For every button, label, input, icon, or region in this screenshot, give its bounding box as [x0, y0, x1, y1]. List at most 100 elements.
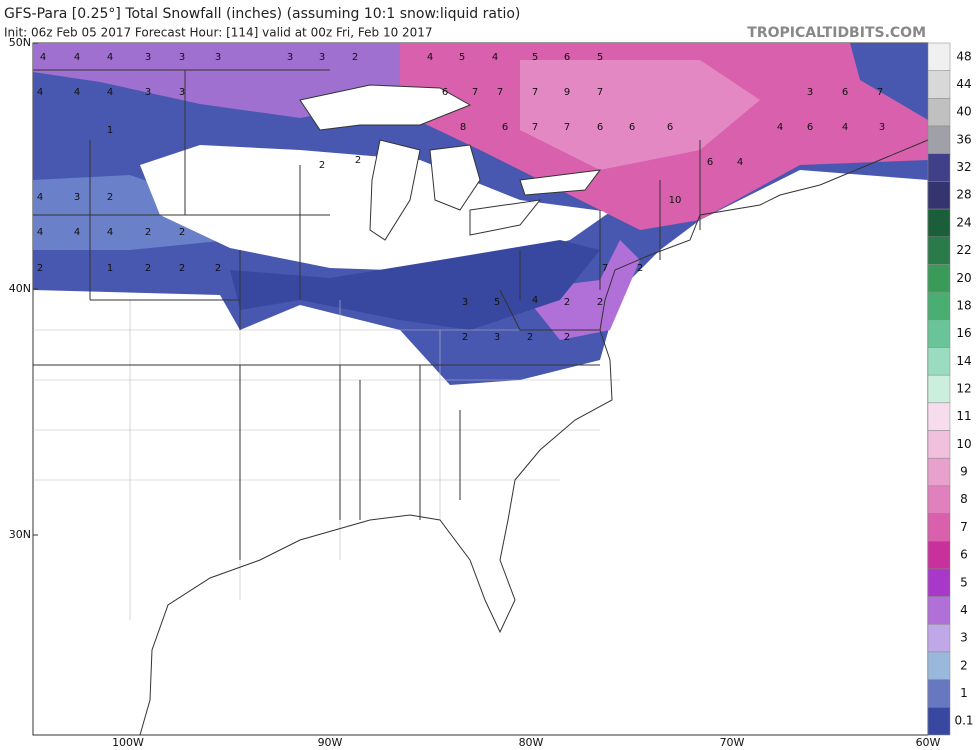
colorbar-box [927, 485, 951, 514]
colorbar-label: 24 [956, 215, 971, 229]
snow-label: 3 [494, 332, 500, 343]
lat-label: 40N [9, 282, 31, 295]
colorbar-box [927, 236, 951, 265]
colorbar-label: 1 [960, 686, 968, 700]
colorbar-label: 22 [956, 243, 971, 257]
snow-label: 2 [145, 263, 151, 274]
colorbar-box [927, 596, 951, 625]
snow-label: 2 [145, 227, 151, 238]
snow-label: 4 [427, 52, 433, 63]
snow-label: 6 [442, 87, 448, 98]
colorbar-box [927, 513, 951, 542]
colorbar-label: 4 [960, 603, 968, 617]
snow-label: 2 [637, 263, 643, 274]
colorbar-label: 28 [956, 188, 971, 202]
snow-label: 2 [179, 227, 185, 238]
snow-label: 2 [179, 263, 185, 274]
snow-label: 5 [597, 52, 603, 63]
snow-label: 6 [842, 87, 848, 98]
snow-label: 1 [107, 125, 113, 136]
title: GFS-Para [0.25°] Total Snowfall (inches)… [4, 6, 520, 22]
colorbar-label: 18 [956, 298, 971, 312]
colorbar-box [927, 42, 951, 71]
snow-label: 2 [597, 297, 603, 308]
colorbar-box [927, 402, 951, 431]
colorbar-label: 16 [956, 326, 971, 340]
colorbar-box [927, 181, 951, 210]
colorbar-box [927, 651, 951, 680]
snow-label: 7 [532, 87, 538, 98]
snow-label: 4 [107, 87, 113, 98]
colorbar-label: 2 [960, 658, 968, 672]
lat-label: 30N [9, 528, 31, 541]
colorbar-label: 9 [960, 465, 968, 479]
axes: 50N 40N 30N 100W 90W 80W 70W 60W [9, 36, 941, 749]
colorbar-box [927, 624, 951, 653]
snow-label: 6 [667, 122, 673, 133]
snow-label: 2 [107, 192, 113, 203]
snow-label: 4 [737, 157, 743, 168]
colorbar-box [927, 679, 951, 708]
lon-label: 100W [112, 736, 144, 749]
subtitle: Init: 06z Feb 05 2017 Forecast Hour: [11… [4, 26, 433, 40]
snow-label: 2 [37, 263, 43, 274]
colorbar-label: 14 [956, 354, 971, 368]
snow-label: 4 [842, 122, 848, 133]
colorbar-label: 44 [956, 77, 971, 91]
colorbar-label: 5 [960, 575, 968, 589]
colorbar-label: 48 [956, 49, 971, 63]
snow-label: 2 [352, 52, 358, 63]
snow-label: 6 [629, 122, 635, 133]
snow-label: 3 [462, 297, 468, 308]
colorbar-box [927, 98, 951, 127]
map: 4 4 4 3 3 3 3 3 2 4 5 4 5 6 5 4 4 4 3 3 6 7 7 7 9 7 1 2 2 8 6 7 7 6 6 6 4 3 2 4… [32, 42, 929, 736]
colorbar-box [927, 430, 951, 459]
snow-label: 3 [145, 87, 151, 98]
lon-label: 80W [519, 736, 544, 749]
snow-label: 5 [459, 52, 465, 63]
snow-label: 3 [319, 52, 325, 63]
colorbar-box [927, 208, 951, 238]
lon-label: 70W [720, 736, 745, 749]
snow-label: 4 [107, 52, 113, 63]
snow-label: 7 [564, 122, 570, 133]
snow-label: 4 [37, 192, 43, 203]
snow-label: 7 [602, 263, 608, 274]
lat-label: 50N [9, 36, 31, 49]
colorbar-box [927, 457, 951, 487]
colorbar-box [927, 70, 951, 99]
snow-label: 7 [597, 87, 603, 98]
colorbar-label: 12 [956, 382, 971, 396]
snow-label: 7 [472, 87, 478, 98]
snow-label: 4 [37, 227, 43, 238]
colorbar-label: 7 [960, 520, 968, 534]
colorbar-label: 40 [956, 105, 971, 119]
colorbar-box [927, 319, 951, 348]
colorbar-label: 11 [956, 409, 971, 423]
snow-label: 4 [74, 87, 80, 98]
state-borders [33, 69, 929, 736]
snow-label: 4 [40, 52, 46, 63]
source: TROPICALTIDBITS.COM [747, 25, 926, 41]
annotations: 4 4 4 3 3 3 3 3 2 4 5 4 5 6 5 4 4 4 3 3 6 7 7 7 9 7 1 2 2 8 6 7 7 6 6 6 4 3 2 4… [37, 52, 885, 343]
snow-label: 4 [777, 122, 783, 133]
colorbar-box [927, 707, 951, 736]
snow-label: 3 [807, 87, 813, 98]
colorbar-label: 8 [960, 492, 968, 506]
snow-label: 3 [215, 52, 221, 63]
snow-label: 2 [527, 332, 533, 343]
snow-label: 2 [319, 160, 325, 171]
snow-label: 2 [462, 332, 468, 343]
snow-area [520, 240, 640, 340]
snow-label: 3 [145, 52, 151, 63]
snow-label: 5 [532, 52, 538, 63]
snow-label: 4 [107, 227, 113, 238]
lon-label: 60W [916, 736, 941, 749]
colorbar-box [927, 264, 951, 293]
snow-label: 10 [669, 195, 682, 206]
snow-label: 4 [74, 227, 80, 238]
snow-label: 6 [564, 52, 570, 63]
colorbar-box [927, 540, 951, 570]
snow-label: 3 [879, 122, 885, 133]
